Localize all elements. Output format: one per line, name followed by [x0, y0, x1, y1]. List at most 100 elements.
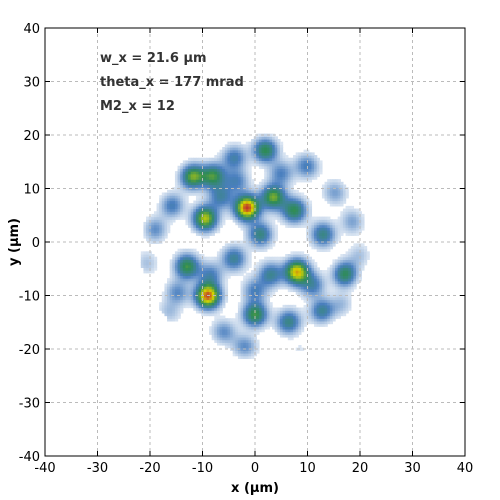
heatmap-cell: [216, 318, 221, 322]
heatmap-cell: [216, 155, 221, 159]
heatmap-cell: [298, 192, 302, 196]
heatmap-cell: [177, 208, 181, 212]
heatmap-cell: [216, 200, 221, 204]
heatmap-cell: [353, 243, 357, 247]
heatmap-cell: [337, 219, 341, 223]
heatmap-cell: [143, 229, 147, 234]
heatmap-cell: [314, 173, 318, 178]
heatmap-cell: [324, 181, 328, 186]
heatmap-cell: [319, 291, 323, 295]
heatmap-cell: [188, 168, 192, 172]
heatmap-cell: [319, 323, 323, 327]
heatmap-cell: [227, 157, 231, 162]
heatmap-cell: [303, 219, 307, 223]
heatmap-cell: [290, 213, 294, 218]
heatmap-cell: [314, 155, 318, 159]
heatmap-cell: [311, 270, 315, 274]
heatmap-cell: [180, 275, 184, 279]
heatmap-cell: [214, 296, 218, 301]
heatmap-cell: [348, 216, 352, 220]
heatmap-cell: [306, 318, 310, 322]
heatmap-cell: [256, 342, 260, 346]
heatmap-cell: [272, 259, 276, 263]
heatmap-cell: [174, 208, 179, 212]
heatmap-cell: [321, 323, 326, 327]
heatmap-cell: [321, 307, 326, 311]
heatmap-cell: [258, 165, 263, 170]
heatmap-cell: [269, 310, 273, 314]
heatmap-cell: [230, 323, 234, 327]
heatmap-cell: [174, 286, 179, 290]
heatmap-cell: [216, 259, 221, 263]
heatmap-cell: [180, 307, 184, 311]
heatmap-cell: [335, 267, 339, 271]
heatmap-cell: [237, 270, 242, 274]
heatmap-cell: [219, 176, 223, 180]
heatmap-cell: [146, 254, 150, 258]
heatmap-cell: [143, 270, 147, 274]
heatmap-cell: [316, 270, 320, 274]
heatmap-cell: [227, 323, 231, 327]
heatmap-cell: [337, 275, 341, 279]
heatmap-cell: [332, 291, 336, 295]
heatmap-cell: [261, 323, 265, 327]
heatmap-cell: [348, 302, 352, 306]
heatmap-cell: [303, 163, 307, 167]
heatmap-cell: [245, 246, 250, 250]
heatmap-cell: [253, 312, 257, 317]
heatmap-cell: [285, 315, 289, 319]
heatmap-cell: [306, 229, 310, 234]
heatmap-cell: [306, 173, 310, 178]
heatmap-cell: [295, 208, 299, 212]
heatmap-cell: [282, 176, 286, 180]
heatmap-cell: [324, 320, 328, 325]
heatmap-cell: [303, 318, 307, 322]
heatmap-cell: [295, 200, 299, 204]
heatmap-cell: [256, 141, 260, 145]
heatmap-cell: [279, 264, 284, 269]
heatmap-cell: [258, 152, 263, 156]
heatmap-cell: [235, 251, 239, 255]
heatmap-cell: [335, 192, 339, 196]
heatmap-cell: [340, 278, 344, 282]
heatmap-cell: [230, 326, 234, 330]
heatmap-cell: [143, 264, 147, 269]
heatmap-cell: [211, 221, 215, 226]
heatmap-cell: [237, 248, 242, 252]
heatmap-cell: [356, 243, 360, 247]
heatmap-cell: [243, 328, 247, 333]
heatmap-cell: [156, 221, 160, 226]
heatmap-cell: [324, 243, 328, 247]
heatmap-cell: [256, 221, 260, 226]
heatmap-cell: [295, 251, 299, 255]
heatmap-cell: [172, 278, 176, 282]
heatmap-cell: [277, 275, 281, 279]
heatmap-cell: [316, 278, 320, 282]
heatmap-cell: [316, 275, 320, 279]
heatmap-cell: [353, 251, 357, 255]
heatmap-cell: [206, 307, 210, 311]
heatmap-cell: [245, 195, 250, 199]
heatmap-cell: [350, 267, 355, 271]
heatmap-cell: [314, 227, 318, 231]
heatmap-cell: [348, 208, 352, 212]
heatmap-cell: [224, 288, 229, 293]
heatmap-cell: [245, 237, 250, 242]
heatmap-cell: [266, 208, 271, 212]
heatmap-cell: [203, 310, 208, 314]
heatmap-cell: [311, 224, 315, 228]
heatmap-cell: [195, 157, 200, 162]
heatmap-cell: [203, 278, 208, 282]
heatmap-cell: [203, 157, 208, 162]
heatmap-cell: [258, 147, 263, 151]
heatmap-cell: [216, 270, 221, 274]
heatmap-cell: [201, 211, 205, 215]
heatmap-cell: [314, 280, 318, 285]
heatmap-cell: [232, 246, 236, 250]
heatmap-cell: [277, 307, 281, 311]
heatmap-cell: [300, 291, 305, 295]
heatmap-cell: [329, 272, 334, 277]
heatmap-cell: [222, 288, 226, 293]
heatmap-cell: [243, 254, 247, 258]
heatmap-cell: [180, 304, 184, 309]
